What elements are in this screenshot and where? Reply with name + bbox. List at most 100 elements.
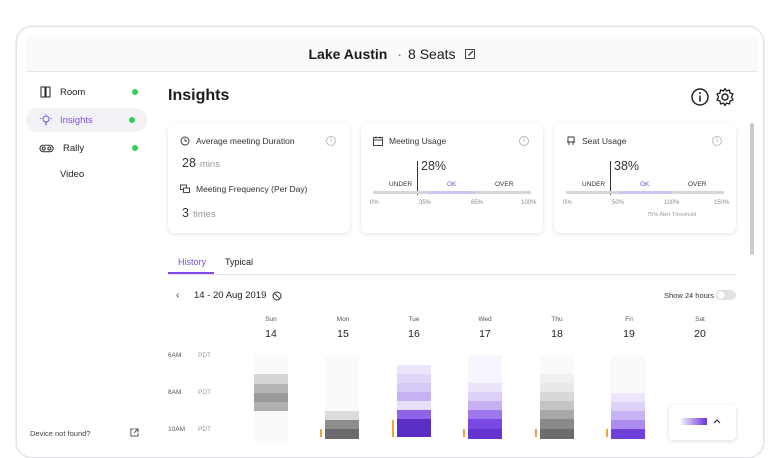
info-icon[interactable]: i	[712, 136, 722, 146]
usage-block	[611, 402, 645, 411]
usage-block	[397, 383, 431, 392]
seat-usage-title: Seat Usage	[582, 136, 627, 146]
meeting-usage-marker	[417, 161, 418, 195]
tab-typical[interactable]: Typical	[225, 257, 254, 267]
time-label: 8AM	[168, 389, 182, 396]
edit-icon[interactable]	[464, 48, 476, 60]
gauge-over-label: OVER	[495, 181, 514, 188]
seat-icon	[567, 136, 575, 145]
frequency-unit: times	[192, 209, 216, 220]
usage-block	[325, 429, 359, 439]
time-label: 10AM	[168, 426, 185, 433]
usage-block	[540, 419, 574, 429]
info-icon[interactable]	[690, 87, 710, 107]
usage-block	[611, 420, 645, 429]
sidebar-item-label: Insights	[60, 114, 93, 126]
seat-usage-card: Seat Usage i 38% UNDER OK OVER 0% 50% 10…	[554, 123, 736, 233]
gauge-tick: 50%	[612, 200, 625, 206]
show-24-hours-label: Show 24 hours	[664, 291, 715, 300]
external-link-icon[interactable]	[130, 428, 139, 437]
meeting-marker	[606, 429, 608, 437]
previous-week-button[interactable]: ‹	[176, 290, 180, 301]
page-title: Insights	[168, 87, 230, 104]
usage-block	[468, 419, 502, 429]
online-status-dot	[132, 145, 138, 151]
room-header: Lake Austin · 8 Seats	[26, 36, 758, 72]
usage-block	[611, 393, 645, 402]
usage-block	[397, 374, 431, 383]
gauge-tick: 100%	[521, 200, 537, 206]
info-icon[interactable]: i	[519, 136, 529, 146]
meeting-marker	[535, 429, 537, 437]
sidebar-item-label: Rally	[63, 142, 85, 154]
usage-block	[397, 410, 431, 419]
header-separator: ·	[397, 45, 403, 62]
tab-history[interactable]: History	[178, 257, 207, 267]
duration-value: 28	[182, 156, 196, 170]
usage-block	[540, 383, 574, 392]
sidebar-subitem-video[interactable]: Video	[60, 168, 85, 180]
usage-block	[540, 392, 574, 401]
usage-block	[468, 429, 502, 439]
scrollbar[interactable]	[750, 123, 754, 255]
day-number: 14	[265, 328, 277, 340]
duration-title: Average meeting Duration	[196, 136, 295, 146]
usage-gradient-legend	[681, 418, 707, 425]
usage-block	[254, 384, 288, 393]
seat-usage-marker	[610, 161, 611, 195]
gauge-under-label: UNDER	[389, 181, 413, 188]
device-not-found-link[interactable]: Device not found?	[30, 429, 91, 438]
usage-block	[325, 411, 359, 420]
sidebar-item-insights[interactable]: Insights	[26, 108, 147, 132]
usage-block	[540, 429, 574, 439]
day-number: 19	[623, 328, 635, 340]
gauge-tick: 65%	[471, 200, 484, 206]
show-24-hours-toggle[interactable]	[716, 290, 736, 300]
meeting-usage-card: Meeting Usage i 28% UNDER OK OVER 0% 35%…	[361, 123, 543, 233]
legend-collapse-box[interactable]	[669, 405, 736, 440]
day-number: 17	[479, 328, 491, 340]
camera-icon	[39, 144, 54, 153]
usage-block	[540, 401, 574, 410]
gauge-tick: 35%	[419, 200, 432, 206]
usage-block	[397, 365, 431, 374]
usage-block	[254, 402, 288, 411]
usage-block	[468, 410, 502, 419]
sidebar-item-room[interactable]: Room	[26, 80, 150, 104]
meeting-usage-percent: 28%	[421, 159, 447, 173]
info-icon[interactable]: i	[326, 136, 336, 146]
duration-frequency-card: Average meeting Duration i 28 mins Meetin…	[168, 123, 350, 233]
day-name: Mon	[336, 316, 350, 323]
usage-block	[540, 374, 574, 383]
settings-gear-icon[interactable]	[715, 87, 735, 107]
usage-block	[254, 355, 288, 374]
usage-block	[397, 401, 431, 410]
usage-block	[325, 420, 359, 429]
usage-block	[468, 355, 502, 383]
timezone-label: PDT	[198, 389, 211, 396]
time-label: 6AM	[168, 352, 182, 359]
sidebar: Room Insights Rally Video	[26, 80, 150, 184]
chevron-up-icon[interactable]	[713, 418, 721, 424]
day-name: Sun	[265, 316, 277, 323]
day-name: Wed	[478, 316, 492, 323]
gauge-tick: 150%	[714, 200, 730, 206]
usage-block	[540, 410, 574, 419]
gauge-over-label: OVER	[688, 181, 707, 188]
sidebar-item-rally[interactable]: Rally	[26, 136, 150, 160]
gauge-tick: 100%	[664, 200, 680, 206]
usage-block	[611, 355, 645, 393]
duration-unit: mins	[199, 159, 220, 170]
usage-block	[254, 374, 288, 384]
usage-block	[468, 401, 502, 410]
day-number: 15	[337, 328, 349, 340]
room-name: Lake Austin	[308, 45, 388, 62]
gauge-tick: 0%	[370, 200, 379, 206]
day-name: Fri	[625, 316, 633, 323]
door-icon	[40, 86, 51, 98]
timezone-icon[interactable]	[272, 291, 282, 301]
lightbulb-icon	[40, 114, 52, 126]
tabs-divider	[168, 274, 736, 275]
day-name: Sat	[695, 316, 705, 323]
clock-icon	[180, 136, 190, 146]
